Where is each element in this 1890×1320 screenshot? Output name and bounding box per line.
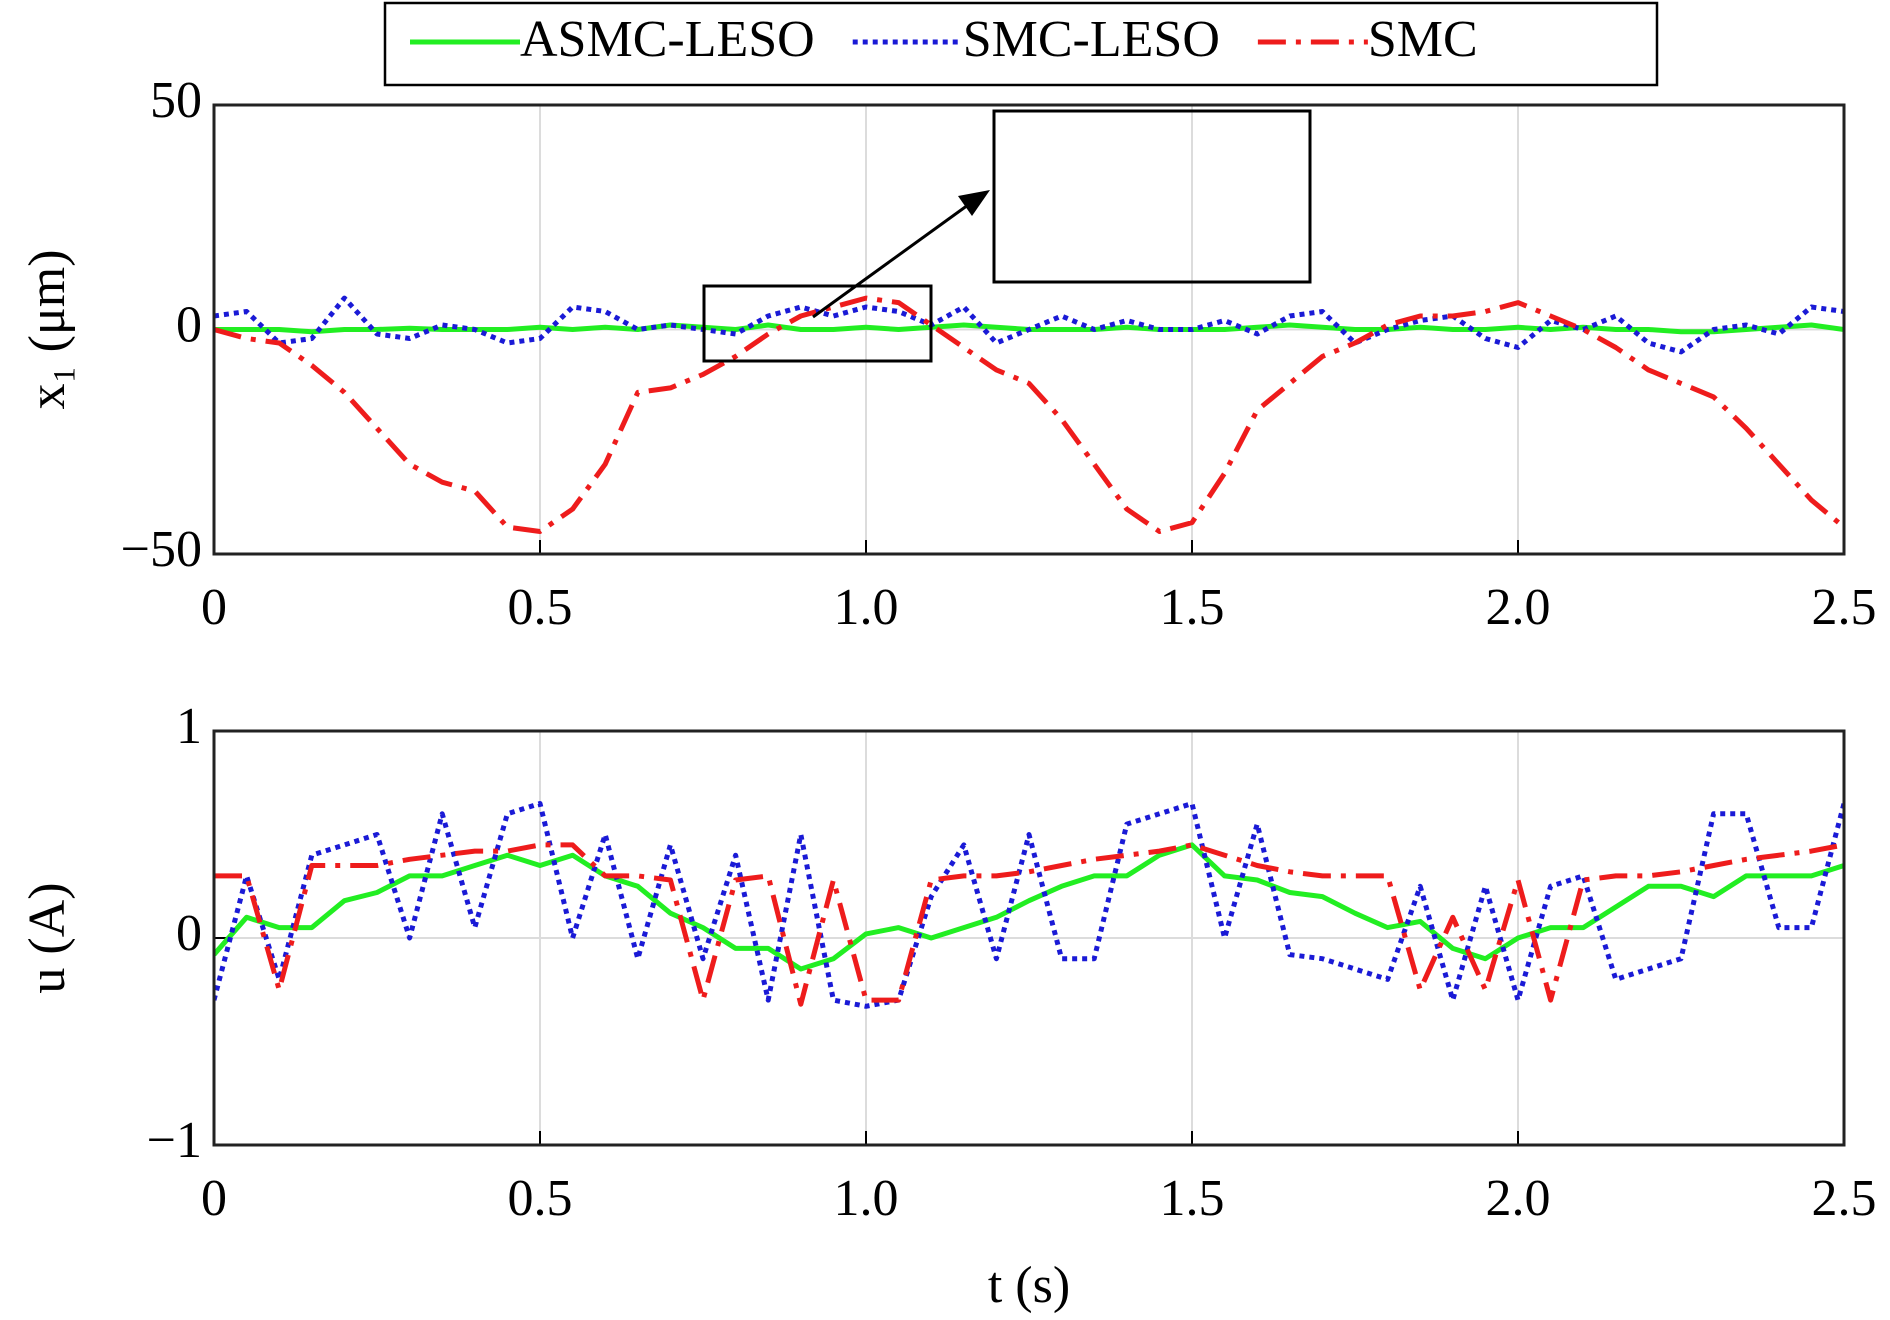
y-tick-label: 0 [176,905,202,962]
legend-box [383,1,1659,87]
y-tick-label: −1 [147,1112,202,1169]
series-line [214,295,1844,355]
y-tick-label: 1 [176,698,202,755]
y-tick-label: 50 [150,72,202,129]
y-tick-label: 0 [176,296,202,353]
x-tick-label: 0.5 [508,579,573,636]
x-tick-label: 0 [201,579,227,636]
x-tick-label: 1.0 [834,1170,899,1227]
x-tick-label: 2.0 [1486,579,1551,636]
x-tick-label: 0 [201,1170,227,1227]
x-tick-label: 2.5 [1812,579,1877,636]
x-tick-label: 2.5 [1812,1170,1877,1227]
x-tick-label: 1.5 [1160,1170,1225,1227]
x-axis-label: t (s) [988,1257,1070,1314]
x-tick-label: 0.5 [508,1170,573,1227]
zoom-inset [992,109,1312,284]
zoom-region [702,284,933,363]
axes-frame [212,729,1846,1147]
legend-label: ASMC-LESO [520,11,815,68]
x-tick-label: 2.0 [1486,1170,1551,1227]
legend-label: SMC [1368,11,1478,68]
y-tick-label: −50 [121,521,202,578]
series-line [214,295,1844,534]
series-line [214,801,1844,1009]
axes-frame [212,103,1846,556]
zoom-arrow [812,203,969,319]
y-axis-label: u (A) [19,882,76,993]
y-axis-label: x₁ (μm) [19,249,76,409]
x-tick-label: 1.5 [1160,579,1225,636]
legend: ASMC-LESO SMC-LESO SMC [410,11,1478,68]
zoom-arrowhead [958,190,990,216]
x-tick-label: 1.0 [834,579,899,636]
legend-label: SMC-LESO [963,11,1220,68]
